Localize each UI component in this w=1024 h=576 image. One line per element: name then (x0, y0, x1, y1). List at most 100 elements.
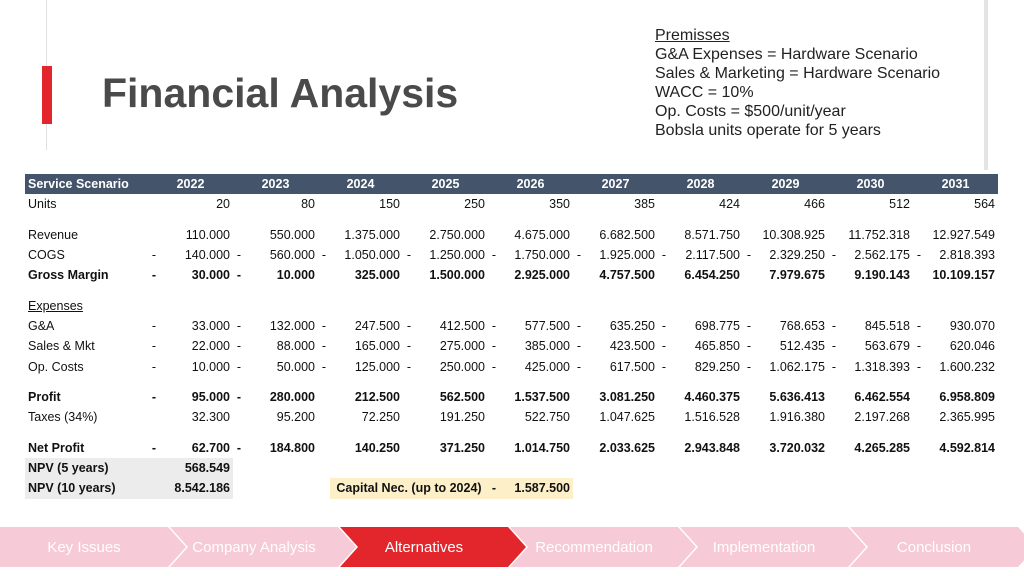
value-cell: 247.500 (354, 319, 400, 333)
sign-cell (913, 224, 925, 244)
value-cell: 1.050.000 (344, 247, 400, 262)
header-cell: 2022 (148, 174, 233, 194)
sign-cell: - (151, 268, 157, 283)
value-cell: 563.679 (864, 339, 910, 354)
nav-step-alternatives[interactable]: Alternatives (340, 527, 526, 567)
row-label: COGS (28, 247, 65, 262)
sign-cell (658, 224, 670, 244)
sign-cell (828, 438, 840, 458)
value-cell: 95.000 (191, 390, 230, 405)
sign-cell (148, 478, 160, 499)
value-cell: 1.250.000 (429, 247, 485, 262)
sign-cell (913, 438, 925, 458)
value-cell: 110.000 (185, 227, 230, 242)
sign-cell (573, 407, 585, 427)
header-cell: 2027 (573, 174, 658, 194)
sign-cell (403, 265, 415, 285)
value-cell: 2.197.268 (854, 410, 910, 425)
value-cell: 6.454.250 (684, 268, 740, 283)
nav-step-conclusion[interactable]: Conclusion (850, 527, 1024, 567)
chevron-shape (170, 527, 356, 567)
units-row: Units 20 80 150 250 350 385 424 466 512 564 (25, 194, 998, 214)
sign-cell (318, 265, 330, 285)
sign-cell (148, 224, 160, 244)
value-cell: 425.000 (524, 359, 570, 374)
sign-cell (403, 438, 415, 458)
value-cell: 6.682.500 (599, 227, 655, 242)
row-label: Gross Margin (28, 268, 109, 283)
value-cell: 125.000 (354, 359, 400, 374)
nav-step-label: Recommendation (535, 538, 653, 556)
ga-row: G&A -33.000-132.000-247.500-412.500-577.5… (25, 316, 998, 336)
value-cell: 845.518 (864, 319, 910, 333)
sign-cell: - (831, 359, 837, 374)
value-cell: 1.014.750 (514, 440, 570, 455)
sign-cell: - (321, 247, 327, 262)
value-cell: 132.000 (269, 319, 315, 333)
header-cell: 2031 (913, 174, 998, 194)
value-cell: 4.592.814 (939, 440, 995, 455)
sign-cell (743, 194, 755, 214)
sign-cell: - (151, 390, 157, 405)
title-accent-bar (42, 66, 52, 124)
value-cell: 4.265.285 (854, 440, 910, 455)
value-cell: 8.571.750 (684, 227, 740, 242)
nav-step-label: Implementation (712, 538, 816, 556)
value-cell: 6.462.554 (854, 390, 910, 405)
sign-cell: - (151, 339, 157, 354)
sign-cell (488, 265, 500, 285)
nav-step-recommendation[interactable]: Recommendation (510, 527, 696, 567)
sign-cell: - (321, 359, 327, 374)
value-cell: 466 (804, 197, 825, 212)
sign-cell: - (661, 359, 667, 374)
sign-cell (318, 438, 330, 458)
value-cell: 275.000 (439, 339, 485, 354)
header-cell: 2024 (318, 174, 403, 194)
sign-cell (573, 387, 585, 407)
value-cell: 165.000 (354, 339, 400, 354)
sign-cell (828, 194, 840, 214)
sign-cell (318, 407, 330, 427)
capital-value: 1.587.500 (500, 478, 573, 499)
sign-cell: - (488, 478, 500, 499)
value-cell: 20 (216, 197, 230, 212)
sign-cell (743, 407, 755, 427)
value-cell: 80 (301, 197, 315, 212)
value-cell: 184.800 (269, 440, 315, 455)
taxes-row: Taxes (34%) 32.300 95.200 72.250 191.250 522.… (25, 407, 998, 427)
value-cell: 280.000 (269, 390, 315, 405)
sign-cell: - (746, 339, 752, 354)
row-label: Units (28, 197, 57, 212)
sign-cell: - (916, 339, 922, 354)
value-cell: 768.653 (779, 319, 825, 333)
sign-cell: - (151, 247, 157, 262)
nav-step-implementation[interactable]: Implementation (680, 527, 866, 567)
nav-step-company-analysis[interactable]: Company Analysis (170, 527, 356, 567)
sign-cell (318, 224, 330, 244)
value-cell: 62.700 (191, 440, 230, 455)
sign-cell (148, 458, 160, 479)
op-costs-row: Op. Costs -10.000-50.000-125.000-250.000-… (25, 356, 998, 376)
nav-step-label: Company Analysis (192, 538, 316, 556)
value-cell: 577.500 (524, 319, 570, 333)
sign-cell: - (491, 339, 497, 354)
sign-cell (913, 387, 925, 407)
sign-cell (573, 438, 585, 458)
sign-cell: - (746, 359, 752, 374)
spacer-row (25, 214, 998, 224)
sign-cell (913, 407, 925, 427)
value-cell: 560.000 (269, 247, 315, 262)
value-cell: 6.958.809 (939, 390, 995, 405)
financial-table: Service Scenario 2022 2023 2024 2025 202… (25, 174, 998, 499)
sign-cell: - (236, 390, 242, 405)
value-cell: 512.435 (779, 339, 825, 354)
sign-cell: - (321, 319, 327, 333)
nav-step-key-issues[interactable]: Key Issues (0, 527, 186, 567)
header-cell: 2029 (743, 174, 828, 194)
value-cell: 829.250 (694, 359, 740, 374)
value-cell: 32.300 (191, 410, 230, 425)
value-cell: 371.250 (439, 440, 485, 455)
value-cell: 1.500.000 (429, 268, 485, 283)
sign-cell (488, 224, 500, 244)
value-cell: 325.000 (354, 268, 400, 283)
